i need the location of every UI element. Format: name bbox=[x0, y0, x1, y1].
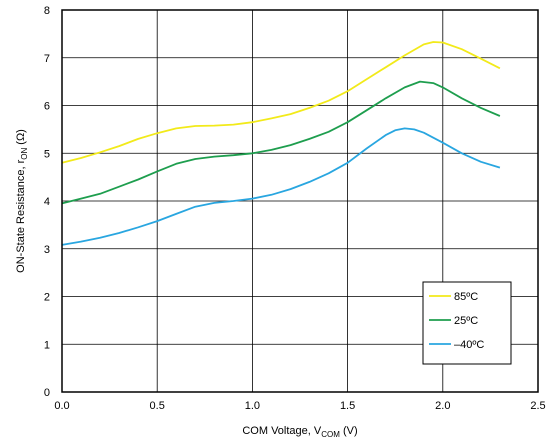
y-axis-label-sub: ON bbox=[20, 148, 29, 160]
y-axis-label: ON-State Resistance, rON (Ω) bbox=[15, 129, 29, 273]
x-axis-label: COM Voltage, VCOM (V) bbox=[242, 425, 357, 439]
y-axis-label-unit: (Ω) bbox=[15, 129, 27, 148]
series-lines bbox=[61, 41, 501, 246]
x-axis-label-sub: COM bbox=[321, 430, 340, 439]
x-tick-labels: 0.0 0.5 1.0 1.5 2.0 2.5 bbox=[54, 400, 545, 412]
y-tick-label: 6 bbox=[44, 101, 50, 113]
x-tick-label: 1.0 bbox=[245, 400, 260, 412]
legend-label: –40ºC bbox=[454, 339, 484, 351]
x-tick-label: 0.5 bbox=[150, 400, 165, 412]
y-tick-label: 2 bbox=[44, 292, 50, 304]
x-tick-label: 2.5 bbox=[530, 400, 545, 412]
legend: 85ºC 25ºC –40ºC bbox=[422, 281, 512, 365]
x-tick-label: 1.5 bbox=[340, 400, 355, 412]
y-tick-label: 1 bbox=[44, 339, 50, 351]
series-line-2 bbox=[61, 127, 501, 246]
series-line-0 bbox=[61, 41, 501, 164]
x-axis-label-main: COM Voltage, V bbox=[242, 425, 322, 437]
y-tick-labels: 0 1 2 3 4 5 6 7 8 bbox=[44, 5, 50, 399]
y-tick-label: 0 bbox=[44, 387, 50, 399]
y-tick-label: 7 bbox=[44, 53, 50, 65]
y-tick-label: 5 bbox=[44, 148, 50, 160]
y-tick-label: 8 bbox=[44, 5, 50, 17]
series-line-1 bbox=[61, 80, 501, 205]
grid-lines bbox=[62, 10, 538, 392]
x-axis-label-unit: (V) bbox=[340, 425, 358, 437]
y-tick-label: 4 bbox=[44, 196, 50, 208]
y-axis-label-main: ON-State Resistance, r bbox=[15, 159, 27, 272]
y-tick-label: 3 bbox=[44, 244, 50, 256]
plot-frame bbox=[61, 9, 539, 393]
x-tick-label: 0.0 bbox=[54, 400, 69, 412]
legend-label: 85ºC bbox=[454, 291, 478, 303]
legend-label: 25ºC bbox=[454, 315, 478, 327]
x-tick-label: 2.0 bbox=[435, 400, 450, 412]
